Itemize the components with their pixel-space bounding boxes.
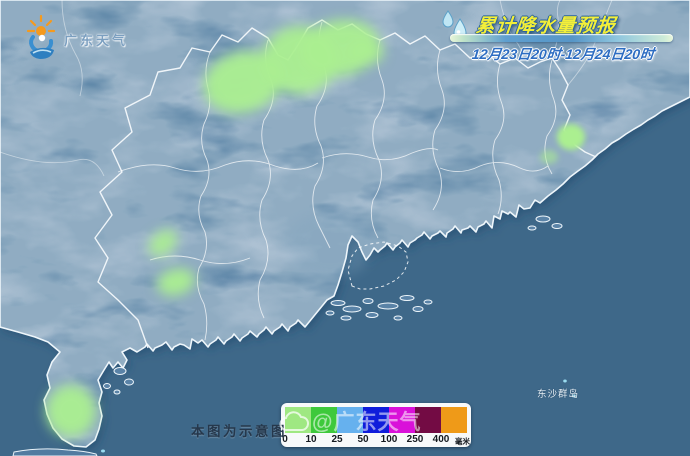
precip-area	[157, 268, 195, 296]
legend: 毫米 0 10 25 50 100 250 400	[281, 403, 471, 447]
guangdong-weather-logo-icon	[26, 14, 56, 59]
delta-urban-lighter-area	[285, 212, 375, 278]
dongsha-islands-label: 东沙群岛	[537, 389, 580, 400]
swirl-eye-icon	[38, 34, 46, 42]
legend-swatch	[441, 407, 467, 433]
precip-area	[540, 150, 558, 164]
dongsha-islets	[563, 379, 577, 398]
province-border	[94, 19, 597, 349]
sun-core-icon	[36, 26, 46, 36]
legend-swatch	[363, 407, 389, 433]
logo-text: 广东天气	[64, 33, 129, 48]
precip-area	[46, 385, 96, 437]
precipitation-layer	[46, 19, 384, 437]
hainan-coast-sliver	[12, 448, 105, 456]
legend-tick-label: 0	[282, 434, 288, 445]
precip-area	[348, 39, 384, 65]
islands	[103, 215, 563, 395]
schematic-note: 本图为示意图	[191, 424, 287, 439]
legend-swatch	[415, 407, 441, 433]
city-boundaries	[117, 21, 557, 341]
legend-swatch	[311, 407, 337, 433]
legend-swatch	[389, 407, 415, 433]
title-underline-bar	[450, 34, 673, 42]
legend-tick-label: 25	[331, 434, 343, 445]
guangdong-weather-logo: 广东天气	[24, 12, 128, 62]
legend-label-row: 毫米 0 10 25 50 100 250 400	[282, 433, 470, 446]
legend-tick-label: 400	[432, 434, 450, 445]
legend-swatch-row	[285, 407, 467, 433]
legend-swatch	[337, 407, 363, 433]
precip-area	[203, 51, 283, 113]
legend-tick-label: 250	[406, 434, 424, 445]
legend-tick-label: 10	[305, 434, 317, 445]
legend-swatch	[285, 407, 311, 433]
water-drops-icon	[442, 10, 467, 40]
dashed-boundary	[347, 241, 409, 290]
precip-area	[148, 229, 178, 257]
precip-area	[557, 124, 585, 150]
precipitation-layer-bright	[540, 124, 585, 164]
sun-rays-icon	[26, 14, 56, 33]
legend-tick-label: 100	[380, 434, 398, 445]
water-highlight-icon	[32, 49, 52, 54]
legend-tick-label: 50	[357, 434, 369, 445]
date-range: 12月23日20时-12月24日20时	[471, 46, 655, 62]
legend-unit: 毫米	[455, 437, 470, 446]
